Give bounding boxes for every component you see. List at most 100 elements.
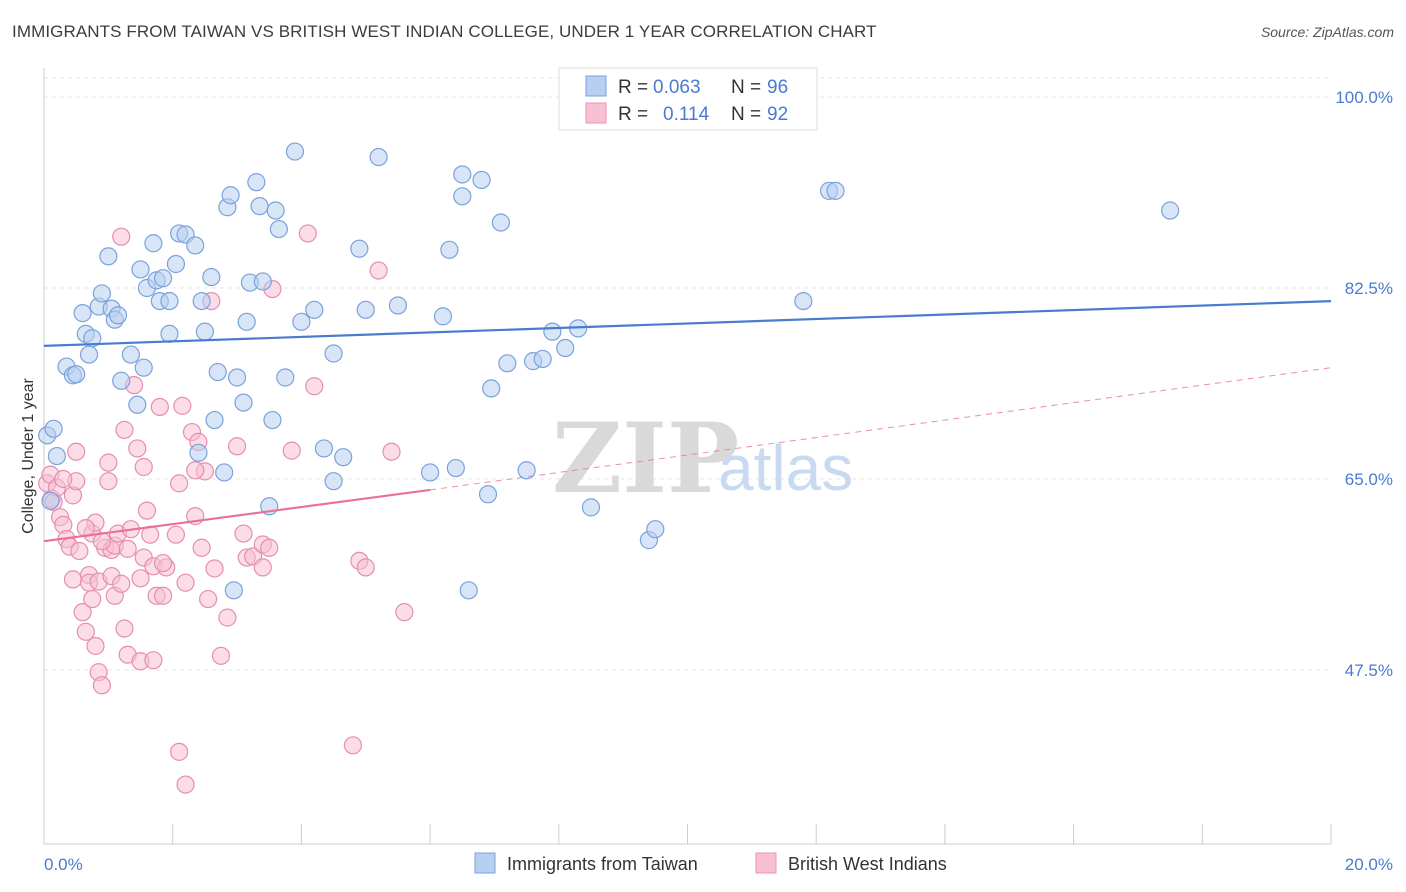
trend-lines [43, 299, 1332, 543]
point-immigrants-from-taiwan [79, 345, 99, 364]
x-tick-label-max: 20.0% [1345, 855, 1393, 874]
point-immigrants-from-taiwan [186, 236, 205, 255]
point-immigrants-from-taiwan [160, 324, 179, 343]
point-british-west-indians [170, 474, 189, 493]
point-british-west-indians [192, 538, 211, 557]
point-immigrants-from-taiwan [533, 349, 552, 369]
point-immigrants-from-taiwan [324, 344, 343, 363]
point-immigrants-from-taiwan [266, 201, 285, 220]
legend-r-label-pink: R = [618, 104, 648, 125]
point-immigrants-from-taiwan [131, 260, 150, 279]
point-immigrants-from-taiwan [334, 448, 353, 467]
legend-r-label-blue: R = [618, 77, 648, 98]
point-immigrants-from-taiwan [826, 181, 845, 200]
point-immigrants-from-taiwan [517, 461, 536, 480]
point-british-west-indians [137, 501, 157, 520]
point-british-west-indians [86, 636, 105, 656]
legend-n-value-blue: 96 [767, 77, 788, 98]
watermark: ZIP atlas [552, 402, 853, 515]
point-british-west-indians [99, 453, 118, 472]
point-immigrants-from-taiwan [459, 581, 478, 600]
x-ticks [43, 824, 1332, 844]
bottom-legend-swatch-pink [755, 852, 777, 874]
point-british-west-indians [70, 541, 89, 561]
point-immigrants-from-taiwan [369, 147, 388, 167]
point-british-west-indians [282, 441, 301, 460]
point-british-west-indians [205, 559, 224, 578]
point-immigrants-from-taiwan [285, 142, 305, 161]
legend-n-value-pink: 92 [767, 104, 788, 125]
point-immigrants-from-taiwan [440, 240, 459, 259]
series-legend: Immigrants from Taiwan British West Indi… [474, 852, 947, 874]
source-label: Source: ZipAtlas.com [1260, 24, 1394, 40]
point-british-west-indians [118, 539, 137, 558]
point-british-west-indians [83, 589, 102, 609]
point-immigrants-from-taiwan [227, 368, 247, 387]
point-british-west-indians [166, 525, 186, 544]
y-tick-label: 82.5% [1345, 279, 1393, 298]
point-immigrants-from-taiwan [453, 165, 472, 184]
point-british-west-indians [134, 457, 153, 477]
point-immigrants-from-taiwan [556, 338, 575, 358]
legend-swatch-pink [585, 102, 607, 124]
point-british-west-indians [63, 570, 83, 589]
point-british-west-indians [99, 472, 118, 491]
point-immigrants-from-taiwan [269, 219, 288, 239]
point-immigrants-from-taiwan [581, 498, 601, 517]
point-british-west-indians [73, 603, 92, 622]
point-immigrants-from-taiwan [305, 300, 324, 319]
y-tick-label: 100.0% [1335, 88, 1393, 107]
point-immigrants-from-taiwan [195, 322, 214, 341]
point-british-west-indians [67, 442, 86, 461]
point-immigrants-from-taiwan [498, 354, 517, 373]
legend-n-label-blue: N = [731, 77, 761, 98]
point-british-west-indians [150, 397, 169, 417]
point-immigrants-from-taiwan [153, 269, 173, 288]
point-immigrants-from-taiwan [247, 173, 266, 192]
point-british-west-indians [218, 608, 237, 627]
point-british-west-indians [153, 586, 173, 605]
point-british-west-indians [298, 224, 317, 243]
point-british-west-indians [131, 569, 150, 588]
y-axis-label: College, Under 1 year [20, 378, 37, 534]
point-immigrants-from-taiwan [324, 472, 343, 491]
point-immigrants-from-taiwan [292, 312, 311, 331]
point-immigrants-from-taiwan [166, 254, 186, 274]
point-british-west-indians [170, 742, 189, 761]
point-immigrants-from-taiwan [453, 187, 472, 206]
point-immigrants-from-taiwan [446, 458, 465, 478]
point-british-west-indians [112, 574, 131, 593]
point-immigrants-from-taiwan [202, 267, 221, 287]
trend-line-british-west-indians [43, 488, 431, 543]
legend-r-value-blue: 0.063 [653, 77, 701, 98]
point-immigrants-from-taiwan [491, 213, 510, 232]
point-immigrants-from-taiwan [253, 272, 272, 291]
point-immigrants-from-taiwan [482, 379, 501, 398]
y-tick-label: 65.0% [1345, 470, 1393, 489]
y-tick-label: 47.5% [1345, 661, 1393, 680]
y-tick-labels: 100.0% 82.5% 65.0% 47.5% [1335, 88, 1393, 680]
point-immigrants-from-taiwan [189, 443, 208, 462]
point-british-west-indians [234, 524, 253, 543]
point-british-west-indians [253, 558, 272, 577]
point-immigrants-from-taiwan [144, 234, 163, 253]
point-immigrants-from-taiwan [73, 304, 92, 323]
point-british-west-indians [305, 377, 324, 396]
point-british-west-indians [198, 589, 218, 609]
series-immigrants-from-taiwan [38, 142, 1180, 600]
point-immigrants-from-taiwan [276, 368, 295, 387]
point-immigrants-from-taiwan [192, 291, 211, 311]
point-immigrants-from-taiwan [356, 300, 375, 319]
point-british-west-indians [369, 261, 388, 280]
point-british-west-indians [356, 558, 375, 577]
point-british-west-indians [186, 461, 205, 480]
point-immigrants-from-taiwan [433, 307, 453, 326]
point-british-west-indians [144, 651, 163, 670]
point-immigrants-from-taiwan [350, 239, 369, 258]
point-immigrants-from-taiwan [112, 371, 131, 390]
point-immigrants-from-taiwan [160, 291, 179, 311]
point-immigrants-from-taiwan [543, 322, 562, 341]
bottom-legend-swatch-blue [474, 852, 496, 874]
point-immigrants-from-taiwan [208, 362, 227, 382]
point-immigrants-from-taiwan [128, 395, 147, 414]
